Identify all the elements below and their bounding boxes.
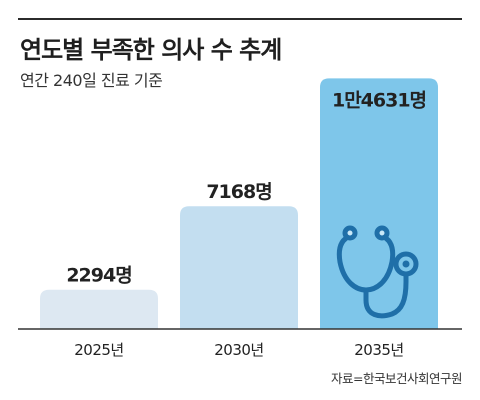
stethoscope-tube xyxy=(363,273,409,319)
source-note: 자료=한국보건사회연구원 xyxy=(331,371,462,386)
chart-title: 연도별 부족한 의사 수 추계 xyxy=(20,36,282,64)
value-label-1: 7168명 xyxy=(206,181,271,203)
x-tick-label-1: 2030년 xyxy=(214,341,263,359)
stethoscope-chestpiece-center xyxy=(402,260,410,268)
stethoscope-earpiece-left xyxy=(342,225,358,241)
x-tick-label-2: 2035년 xyxy=(354,341,403,359)
stethoscope-earpiece-right xyxy=(374,225,390,241)
top-rule xyxy=(18,18,462,20)
chart-subtitle: 연간 240일 진료 기준 xyxy=(20,71,163,90)
bar-0 xyxy=(40,289,158,329)
stethoscope-chestpiece xyxy=(393,251,419,277)
stethoscope-icon xyxy=(336,225,419,319)
value-label-0: 2294명 xyxy=(66,265,131,287)
bar-1 xyxy=(180,206,298,329)
bar-2 xyxy=(320,78,438,329)
value-label-2: 1만4631명 xyxy=(332,89,426,111)
x-tick-label-0: 2025년 xyxy=(74,341,123,359)
